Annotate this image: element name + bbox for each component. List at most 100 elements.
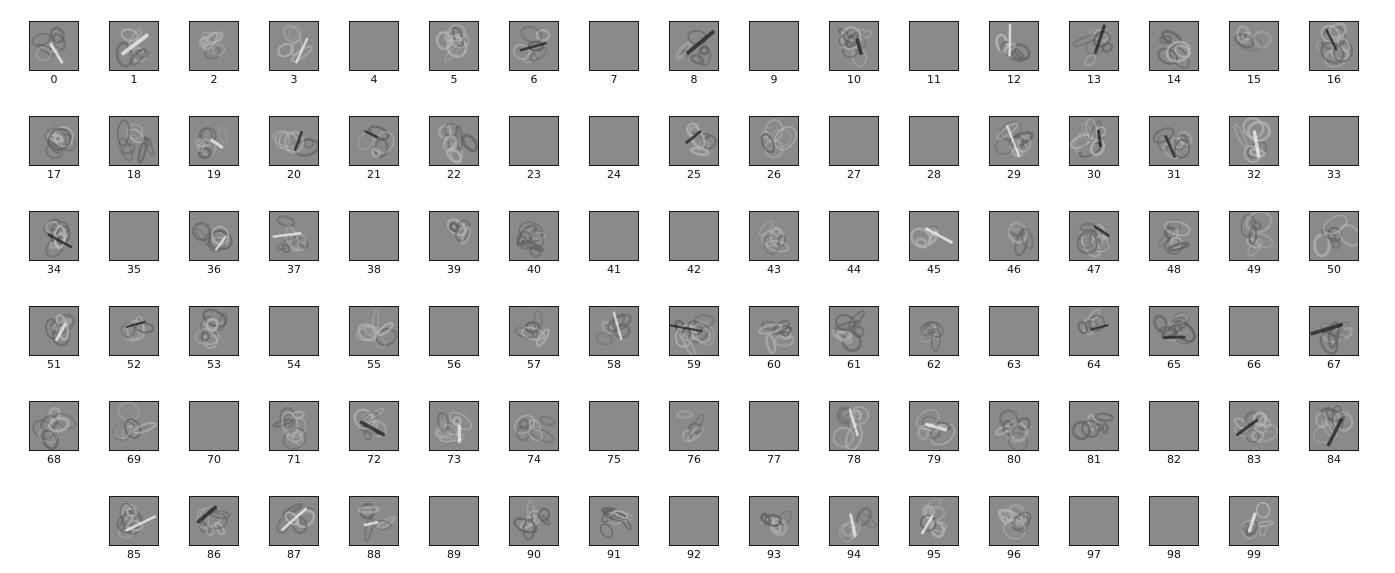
- filter-texture: [750, 212, 798, 260]
- filter-label: 90: [527, 548, 541, 561]
- filter-label: 8: [690, 73, 698, 86]
- filter-image: [429, 306, 479, 356]
- filter-image: [1309, 401, 1359, 451]
- filter-texture: [1070, 22, 1118, 70]
- filter-texture: [430, 22, 478, 70]
- filter-label: 93: [767, 548, 781, 561]
- filter-cell: 15: [1229, 21, 1279, 86]
- filter-label: 2: [210, 73, 218, 86]
- filter-label: 20: [287, 168, 301, 181]
- filter-image: [269, 21, 319, 71]
- filter-texture: [910, 307, 958, 355]
- filter-cell: 35: [109, 211, 159, 276]
- filter-texture: [510, 117, 558, 165]
- filter-image: [1229, 211, 1279, 261]
- filter-cell: 65: [1149, 306, 1199, 371]
- filter-texture: [1070, 497, 1118, 545]
- filter-texture: [910, 402, 958, 450]
- filter-label: 87: [287, 548, 301, 561]
- filter-image: [989, 211, 1039, 261]
- filter-texture: [750, 117, 798, 165]
- filter-cell: 77: [749, 401, 799, 466]
- filter-image: [589, 211, 639, 261]
- filter-texture: [910, 117, 958, 165]
- filter-cell: 40: [509, 211, 559, 276]
- filter-label: 27: [847, 168, 861, 181]
- filter-image: [429, 21, 479, 71]
- filter-cell: 16: [1309, 21, 1359, 86]
- filter-label: 99: [1247, 548, 1261, 561]
- filter-label: 78: [847, 453, 861, 466]
- filter-image: [269, 211, 319, 261]
- filter-image: [509, 306, 559, 356]
- filter-label: 33: [1327, 168, 1341, 181]
- filter-label: 91: [607, 548, 621, 561]
- filter-texture: [670, 402, 718, 450]
- filter-label: 19: [207, 168, 221, 181]
- filter-texture: [670, 117, 718, 165]
- filter-label: 9: [770, 73, 778, 86]
- filter-image: [109, 21, 159, 71]
- filter-cell: 59: [669, 306, 719, 371]
- filter-cell: 19: [189, 116, 239, 181]
- filter-cell: 98: [1149, 496, 1199, 561]
- filter-image: [29, 116, 79, 166]
- filter-cell: 76: [669, 401, 719, 466]
- filter-cell: 21: [349, 116, 399, 181]
- filter-cell: 61: [829, 306, 879, 371]
- filter-label: 18: [127, 168, 141, 181]
- filter-texture: [990, 402, 1038, 450]
- filter-texture: [1150, 22, 1198, 70]
- filter-label: 41: [607, 263, 621, 276]
- filter-cell: 50: [1309, 211, 1359, 276]
- filter-image: [589, 21, 639, 71]
- filter-image: [749, 116, 799, 166]
- filter-label: 4: [370, 73, 378, 86]
- filter-image: [749, 21, 799, 71]
- filter-texture: [1310, 117, 1358, 165]
- filter-cell: 34: [29, 211, 79, 276]
- filter-cell: 85: [109, 496, 159, 561]
- filter-label: 25: [687, 168, 701, 181]
- filter-image: [429, 401, 479, 451]
- filter-label: 73: [447, 453, 461, 466]
- filter-cell: 10: [829, 21, 879, 86]
- filter-label: 57: [527, 358, 541, 371]
- filter-cell: 97: [1069, 496, 1119, 561]
- filter-label: 58: [607, 358, 621, 371]
- filter-texture: [510, 402, 558, 450]
- filter-texture: [110, 402, 158, 450]
- filter-texture: [30, 402, 78, 450]
- filter-cell: 95: [909, 496, 959, 561]
- filter-cell: 72: [349, 401, 399, 466]
- filter-image: [269, 496, 319, 546]
- filter-label: 84: [1327, 453, 1341, 466]
- filter-image: [189, 401, 239, 451]
- filter-image: [1149, 116, 1199, 166]
- filter-texture: [1150, 402, 1198, 450]
- filter-texture: [270, 402, 318, 450]
- filter-texture: [750, 22, 798, 70]
- filter-image: [349, 116, 399, 166]
- filter-texture: [830, 402, 878, 450]
- filter-image: [349, 21, 399, 71]
- filter-texture: [110, 117, 158, 165]
- filter-cell: 30: [1069, 116, 1119, 181]
- filter-texture: [1230, 212, 1278, 260]
- filter-label: 39: [447, 263, 461, 276]
- filter-label: 75: [607, 453, 621, 466]
- filter-label: 15: [1247, 73, 1261, 86]
- filter-image: [349, 401, 399, 451]
- filter-cell: 8: [669, 21, 719, 86]
- filter-texture: [110, 497, 158, 545]
- filter-image: [589, 306, 639, 356]
- filter-label: 16: [1327, 73, 1341, 86]
- filter-texture: [1070, 402, 1118, 450]
- filter-image: [109, 496, 159, 546]
- filter-label: 66: [1247, 358, 1261, 371]
- filter-cell: 38: [349, 211, 399, 276]
- filter-texture: [590, 497, 638, 545]
- filter-image: [669, 401, 719, 451]
- filter-texture: [590, 212, 638, 260]
- filter-texture: [830, 22, 878, 70]
